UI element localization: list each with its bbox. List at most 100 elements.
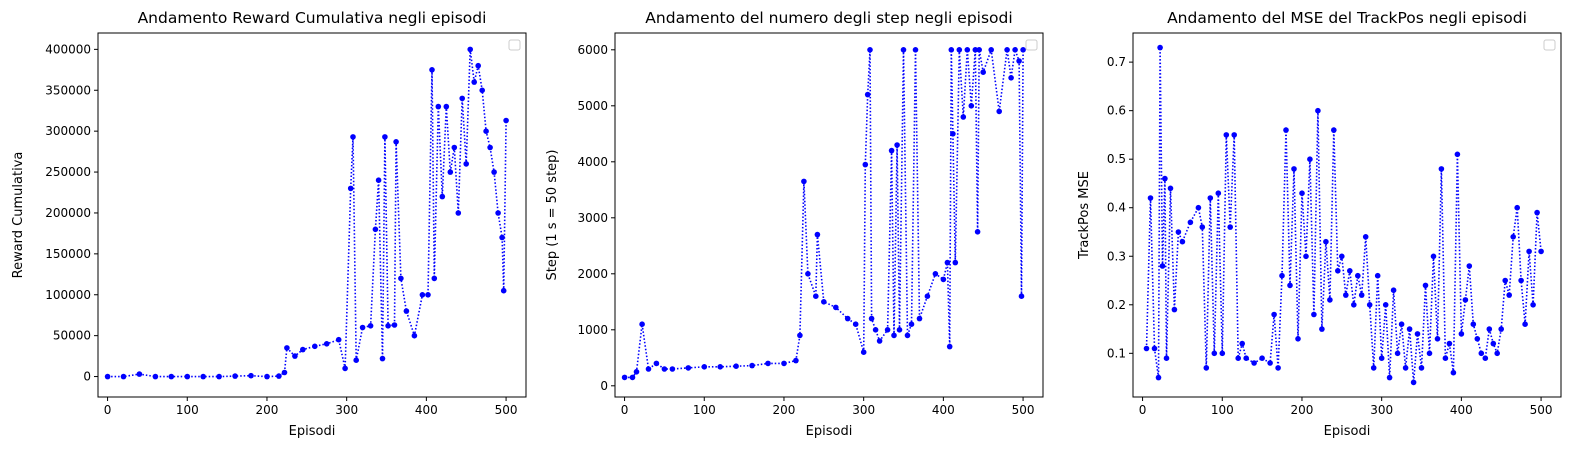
x-tick-label: 100	[176, 403, 199, 417]
y-axis-label: TrackPos MSE	[1077, 171, 1092, 260]
data-point	[1478, 350, 1485, 357]
data-point	[653, 360, 660, 367]
y-tick-label: 250000	[45, 165, 91, 179]
legend-box	[1025, 39, 1038, 51]
data-point	[1331, 127, 1337, 133]
data-point	[1402, 365, 1409, 371]
data-point	[1211, 350, 1218, 357]
y-tick-label: 0	[600, 379, 608, 393]
y-tick-label: 200000	[45, 206, 91, 220]
data-point	[974, 229, 981, 235]
data-point	[1207, 195, 1214, 201]
y-tick-label: 0.6	[1107, 104, 1126, 118]
x-tick-label: 400	[932, 403, 955, 417]
data-point	[950, 131, 956, 137]
data-point	[833, 304, 839, 311]
data-point	[359, 324, 366, 331]
axes-frame	[614, 32, 1044, 398]
data-point	[347, 185, 354, 192]
data-point	[1239, 340, 1245, 347]
y-tick-label: 100000	[45, 288, 91, 302]
data-point	[1526, 248, 1532, 255]
data-point	[367, 323, 374, 329]
x-axis-label: Episodi	[1324, 424, 1371, 439]
data-point	[499, 234, 505, 241]
data-point	[765, 360, 771, 367]
data-point	[323, 341, 330, 347]
data-point	[1394, 350, 1401, 357]
y-tick-label: 0.3	[1107, 249, 1126, 263]
data-point	[379, 355, 386, 362]
data-point	[1506, 292, 1512, 298]
data-point	[669, 366, 676, 372]
data-point	[264, 373, 270, 380]
x-tick-label: 200	[1291, 403, 1314, 417]
data-point	[1018, 293, 1025, 300]
data-point	[633, 369, 640, 375]
data-point	[976, 47, 982, 53]
series-line	[624, 49, 1024, 379]
x-tick-label: 0	[621, 403, 629, 417]
data-point	[475, 62, 482, 69]
data-point	[940, 276, 947, 283]
data-point	[645, 366, 652, 372]
data-point	[1450, 369, 1457, 376]
data-point	[1171, 306, 1178, 313]
data-point	[425, 292, 431, 298]
data-point	[1275, 365, 1281, 371]
x-axis-label: Episodi	[289, 424, 336, 439]
data-point	[281, 369, 288, 376]
data-point	[1374, 272, 1381, 279]
data-point	[335, 336, 342, 343]
data-point	[805, 271, 811, 277]
data-point	[1327, 297, 1333, 303]
data-point	[1358, 292, 1365, 298]
data-point	[944, 259, 951, 266]
data-point	[1390, 287, 1397, 294]
data-point	[411, 332, 418, 339]
data-point	[1008, 75, 1014, 81]
data-point	[1378, 355, 1385, 362]
data-point	[1016, 58, 1022, 64]
axes-frame	[97, 32, 527, 398]
chart-title: Andamento del numero degli step negli ep…	[645, 9, 1012, 27]
data-point	[1267, 360, 1273, 366]
data-point	[292, 353, 298, 359]
y-tick-label: 400000	[45, 42, 91, 56]
data-point	[924, 293, 931, 300]
data-point	[900, 47, 907, 53]
data-point	[639, 321, 645, 328]
data-point	[1295, 336, 1301, 342]
data-point	[860, 349, 867, 356]
y-tick-label: 150000	[45, 247, 91, 261]
data-point	[1307, 156, 1313, 162]
data-point	[1434, 336, 1441, 342]
data-point	[312, 343, 318, 350]
data-point	[1299, 190, 1305, 196]
data-point	[1502, 277, 1508, 284]
data-point	[1418, 365, 1425, 371]
data-point	[200, 373, 206, 380]
data-point	[1370, 365, 1377, 371]
data-point	[1430, 253, 1437, 260]
data-point	[431, 275, 438, 282]
data-point	[1482, 355, 1489, 362]
data-point	[891, 332, 897, 339]
data-point	[1167, 185, 1174, 192]
data-point	[1474, 336, 1481, 342]
data-point	[964, 47, 971, 53]
data-point	[1494, 350, 1500, 357]
data-point	[1303, 253, 1309, 260]
data-point	[1486, 326, 1493, 332]
data-point	[467, 46, 474, 53]
data-point	[884, 327, 891, 333]
data-point	[1020, 47, 1026, 53]
data-point	[1454, 151, 1461, 158]
data-point	[1199, 224, 1206, 230]
data-point	[403, 308, 410, 314]
data-point	[629, 374, 636, 381]
y-tick-label: 1000	[577, 323, 608, 337]
data-point	[888, 147, 895, 154]
data-point	[980, 69, 986, 75]
data-point	[960, 114, 967, 120]
